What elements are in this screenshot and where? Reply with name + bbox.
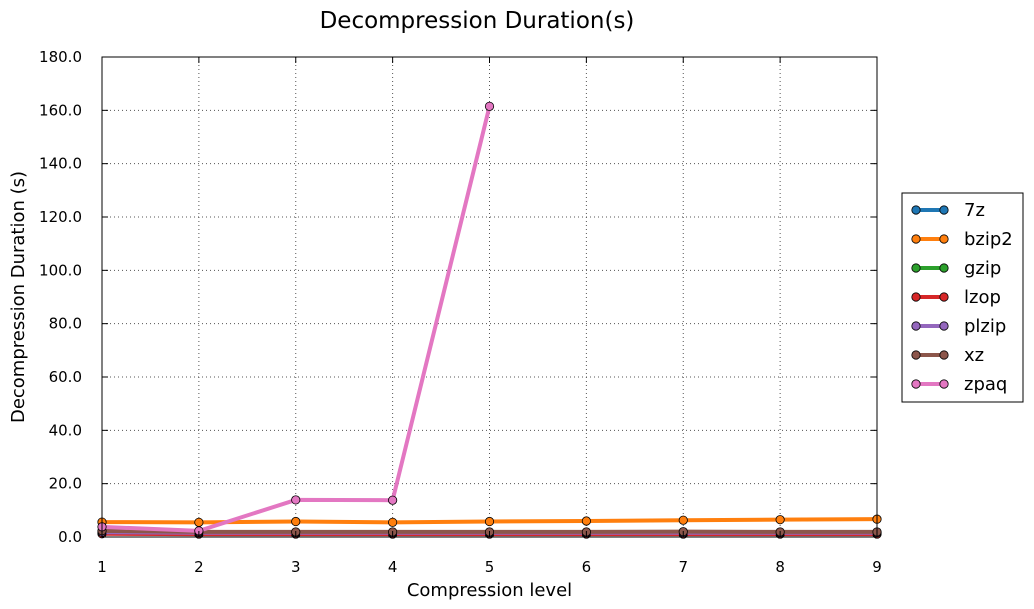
y-tick-label: 20.0 — [49, 475, 82, 493]
data-point-bzip2 — [678, 515, 688, 525]
legend-label: zpaq — [964, 374, 1007, 395]
y-tick-label: 80.0 — [49, 315, 82, 333]
legend-marker — [911, 379, 921, 389]
y-tick-label: 60.0 — [49, 368, 82, 386]
legend-marker — [939, 263, 949, 273]
x-tick-label: 9 — [872, 558, 882, 576]
x-tick-label: 8 — [775, 558, 785, 576]
data-point-bzip2 — [194, 517, 204, 527]
legend-marker — [911, 292, 921, 302]
y-tick-label: 140.0 — [39, 155, 82, 173]
series-line-zpaq — [101, 105, 492, 533]
legend-item-plzip: plzip — [911, 316, 1006, 337]
legend-label: bzip2 — [964, 229, 1013, 250]
legend: 7z bzip2 gzip lzop plzip xz zpaq — [901, 192, 1024, 403]
y-tick-label: 40.0 — [49, 421, 82, 439]
legend-item-7z: 7z — [911, 200, 985, 221]
chart-title: Decompression Duration(s) — [320, 8, 635, 34]
data-point-bzip2 — [484, 516, 495, 527]
legend-marker — [939, 292, 949, 302]
legend-label: gzip — [964, 258, 1001, 279]
data-point-bzip2 — [775, 515, 785, 525]
y-tick-label: 180.0 — [39, 48, 82, 66]
x-axis-title: Compression level — [407, 580, 572, 601]
y-tick-label: 120.0 — [39, 208, 82, 226]
grid — [101, 56, 878, 538]
legend-label: lzop — [964, 287, 1001, 308]
legend-item-xz: xz — [911, 345, 984, 366]
data-point-bzip2 — [291, 516, 301, 527]
legend-item-gzip: gzip — [911, 258, 1001, 279]
legend-marker — [911, 350, 921, 360]
y-tick-label: 0.0 — [58, 528, 82, 546]
data-point-bzip2 — [581, 516, 591, 526]
legend-box — [901, 192, 1024, 403]
x-tick-label: 6 — [582, 558, 592, 576]
series-layer — [97, 101, 882, 539]
legend-marker — [939, 205, 949, 215]
legend-marker — [939, 321, 949, 331]
legend-label: xz — [964, 345, 984, 366]
legend-item-zpaq: zpaq — [911, 374, 1007, 395]
x-tick-label: 7 — [678, 558, 688, 576]
legend-item-bzip2: bzip2 — [911, 229, 1013, 250]
axis-ticks: 1 2 3 4 5 6 7 8 9 0.0 20.0 40.0 60.0 80.0 100.0 120.0 14… — [39, 48, 882, 576]
data-point-zpaq — [388, 495, 398, 505]
x-tick-label: 2 — [194, 558, 204, 576]
y-axis-title: Decompression Duration (s) — [8, 171, 29, 423]
legend-marker — [911, 205, 921, 215]
data-point-bzip2 — [388, 517, 398, 527]
y-tick-label: 160.0 — [39, 101, 82, 119]
y-tick-label: 100.0 — [39, 261, 82, 279]
legend-label: plzip — [964, 316, 1006, 337]
legend-marker — [911, 321, 921, 331]
data-point-zpaq — [291, 495, 301, 505]
legend-item-lzop: lzop — [911, 287, 1001, 308]
x-tick-label: 1 — [97, 558, 107, 576]
legend-marker — [939, 350, 949, 360]
data-point-zpaq — [484, 101, 495, 111]
x-tick-label: 3 — [291, 558, 301, 576]
legend-marker — [911, 263, 921, 273]
legend-marker — [911, 234, 921, 244]
x-tick-label: 4 — [388, 558, 398, 576]
legend-label: 7z — [964, 200, 985, 221]
legend-marker — [939, 379, 949, 389]
legend-marker — [939, 234, 949, 244]
x-tick-label: 5 — [485, 558, 495, 576]
series-zpaq — [97, 101, 495, 536]
